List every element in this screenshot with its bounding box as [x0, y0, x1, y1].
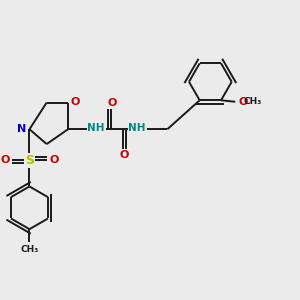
Text: S: S [25, 154, 34, 167]
Text: O: O [108, 98, 117, 108]
Text: O: O [49, 155, 58, 165]
Text: N: N [17, 124, 27, 134]
Text: O: O [120, 150, 129, 160]
Text: CH₃: CH₃ [243, 97, 262, 106]
Text: O: O [1, 155, 10, 165]
Text: O: O [239, 97, 248, 107]
Text: NH: NH [128, 123, 146, 133]
Text: O: O [71, 97, 80, 107]
Text: NH: NH [87, 123, 105, 133]
Text: CH₃: CH₃ [20, 245, 39, 254]
